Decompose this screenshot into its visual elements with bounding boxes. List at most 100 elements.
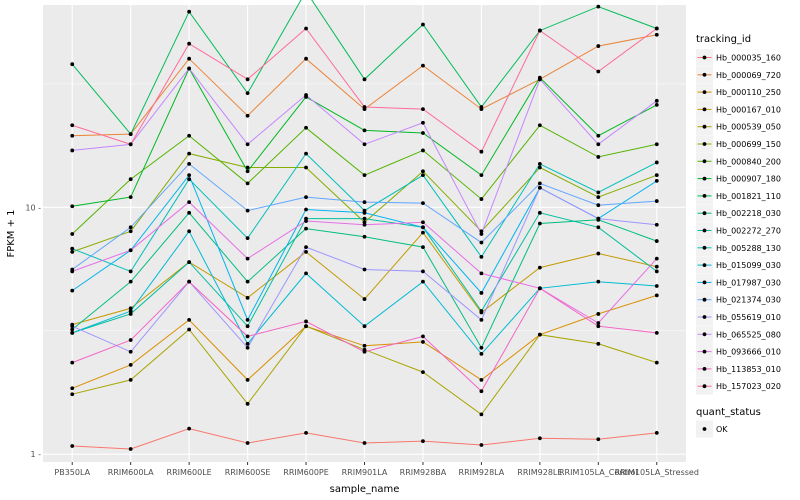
legend-point <box>702 107 707 112</box>
data-point <box>421 230 425 235</box>
legend-item: Hb_000907_180 <box>696 170 781 188</box>
legend-label: Hb_113853_010 <box>716 365 781 374</box>
data-point <box>128 312 133 316</box>
legend-point <box>702 194 707 198</box>
legend-item: Hb_055619_010 <box>696 308 781 326</box>
legend-item: Hb_113853_010 <box>696 360 781 378</box>
data-point <box>596 321 601 325</box>
data-point <box>421 439 425 444</box>
data-point <box>596 279 601 284</box>
x-tick-label: RRIM105LA_Control <box>559 468 638 477</box>
data-point <box>537 265 542 270</box>
legend-point <box>702 124 707 129</box>
data-point <box>479 105 484 109</box>
data-point <box>304 271 308 276</box>
data-point <box>537 123 542 128</box>
data-point <box>128 269 133 274</box>
data-point <box>128 248 133 253</box>
data-point <box>70 288 75 293</box>
data-point <box>304 319 308 324</box>
legend-point <box>702 367 707 371</box>
shape-legend-point <box>702 427 707 431</box>
data-point <box>245 181 250 186</box>
data-point <box>596 437 601 442</box>
data-point <box>245 208 250 213</box>
data-point <box>187 260 192 265</box>
data-point <box>654 26 659 31</box>
legend-item: Hb_017987_030 <box>696 273 781 291</box>
data-point <box>654 331 659 335</box>
data-point <box>245 165 250 170</box>
legend-label: Hb_002218_030 <box>716 209 781 218</box>
x-tick-label: RRIM928BA <box>400 468 447 477</box>
data-point <box>479 389 484 394</box>
y-axis: 1 - 10 - <box>25 203 41 459</box>
data-point <box>537 210 542 215</box>
data-point <box>362 234 367 239</box>
data-point <box>187 173 192 178</box>
data-point <box>596 195 601 200</box>
data-point <box>596 44 601 48</box>
legend-item: Hb_000035_160 <box>696 49 781 66</box>
legend-label: Hb_000539_050 <box>716 123 781 132</box>
data-point <box>596 190 601 195</box>
y-tick-label: 10 - <box>25 203 41 212</box>
data-point <box>187 317 192 322</box>
data-point <box>596 251 601 256</box>
data-point <box>70 204 75 209</box>
data-point <box>187 229 192 234</box>
data-point <box>70 327 75 332</box>
data-point <box>128 447 133 451</box>
data-point <box>128 142 133 147</box>
legend-item: Hb_015099_030 <box>696 256 781 274</box>
legend-item: Hb_157023_020 <box>696 377 781 395</box>
data-point <box>596 324 601 329</box>
data-point <box>596 216 601 221</box>
data-point <box>479 377 484 382</box>
data-point <box>187 279 192 284</box>
data-point <box>187 327 192 332</box>
data-point <box>537 185 542 190</box>
data-point <box>654 98 659 103</box>
data-point <box>187 426 192 431</box>
data-point <box>421 225 425 230</box>
data-point <box>654 360 659 365</box>
legend-label: Hb_157023_020 <box>716 382 781 391</box>
legend-label: Hb_000110_250 <box>716 88 781 97</box>
data-point <box>596 142 601 147</box>
data-point <box>128 177 133 182</box>
data-point <box>245 295 250 300</box>
data-point <box>596 203 601 208</box>
data-point <box>128 377 133 382</box>
legend-point <box>702 280 707 285</box>
data-point <box>70 133 75 138</box>
data-point <box>421 173 425 178</box>
data-points <box>70 4 659 451</box>
shape-legend-item: OK <box>696 420 728 438</box>
legend-label: Hb_000699_150 <box>716 140 781 149</box>
data-point <box>70 246 75 251</box>
x-tick-label: RRIM105LA_Stressed <box>615 468 699 477</box>
data-point <box>362 210 367 215</box>
legend-label: Hb_000035_160 <box>716 54 781 63</box>
data-point <box>596 4 601 9</box>
data-point <box>245 256 250 261</box>
data-point <box>421 370 425 375</box>
data-point <box>304 56 308 61</box>
legend-label: Hb_000069_720 <box>716 71 781 80</box>
data-point <box>304 151 308 156</box>
data-point <box>70 148 75 153</box>
legend-point <box>702 176 707 181</box>
data-point <box>128 195 133 200</box>
data-point <box>421 245 425 250</box>
data-point <box>362 222 367 227</box>
data-point <box>128 279 133 284</box>
data-point <box>654 102 659 107</box>
shape-legend-title: quant_status <box>696 407 761 418</box>
data-point <box>654 142 659 147</box>
data-point <box>596 69 601 74</box>
data-point <box>421 334 425 339</box>
x-tick-label: RRIM901LA <box>342 468 388 477</box>
legend-label: Hb_000840_200 <box>716 157 781 166</box>
data-point <box>479 149 484 154</box>
